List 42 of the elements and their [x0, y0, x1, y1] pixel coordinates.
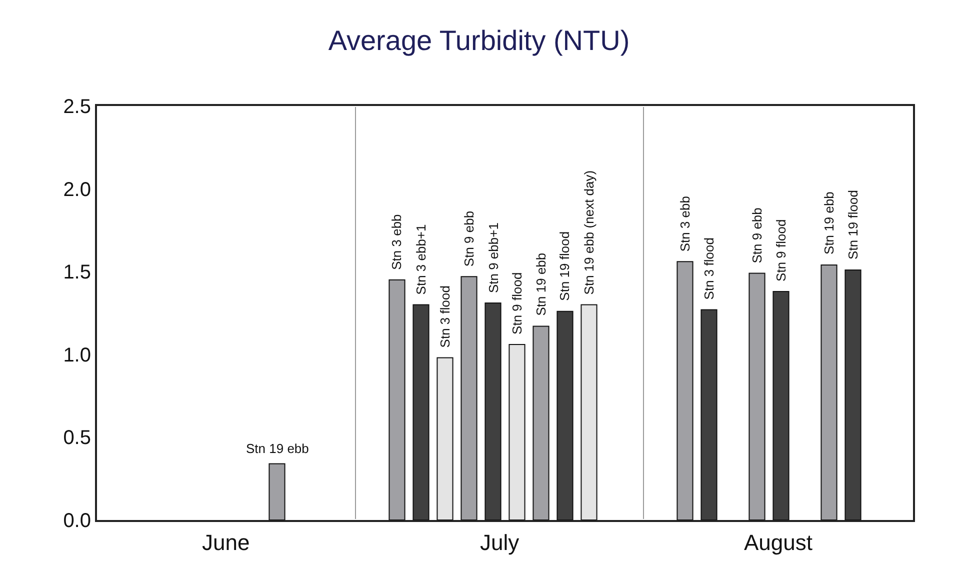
x-tick-label: Stn 9 ebb+1	[486, 222, 501, 294]
text: August	[744, 530, 812, 555]
bar	[844, 269, 862, 520]
x-tick-label: Stn 3 ebb	[677, 196, 692, 252]
x-tick-label: Stn 19 ebb	[822, 192, 837, 254]
x-tick-label: Stn 3 flood	[437, 286, 452, 348]
y-tick-label: 1.0	[63, 344, 91, 366]
x-tick-label: Stn 19 ebb	[246, 441, 309, 456]
x-tick-label: Stn 3 ebb	[389, 214, 404, 270]
bar	[772, 290, 790, 520]
bar	[388, 279, 406, 520]
y-tick-label: 2.0	[63, 178, 91, 201]
text: July	[480, 530, 520, 555]
bar	[268, 463, 286, 520]
y-tick-label: 2.5	[63, 96, 91, 118]
x-tick-label: Stn 3 ebb+1	[413, 224, 428, 295]
bar	[820, 264, 838, 520]
y-tick-label: 0.0	[63, 510, 91, 532]
bar	[556, 310, 574, 520]
chart-title: Average Turbidity (NTU)	[328, 24, 630, 56]
bar	[580, 304, 598, 520]
x-tick-label: Stn 19 ebb (next day)	[581, 170, 596, 295]
bar	[508, 344, 526, 520]
x-tick-label: Stn 9 flood	[510, 272, 525, 334]
y-tick-label: 1.5	[63, 262, 91, 284]
bar	[700, 309, 718, 520]
y-tick-label: 0.5	[63, 427, 91, 450]
x-tick-label: Stn 19 ebb	[533, 252, 548, 316]
bar	[532, 326, 550, 520]
bar	[676, 261, 694, 520]
x-tick-label: Stn 3 flood	[701, 238, 716, 300]
x-tick-label: Stn 9 ebb	[461, 210, 476, 267]
x-tick-label: Stn 19 flood	[557, 231, 572, 301]
x-tick-label: Stn 9 flood	[774, 219, 789, 282]
bar	[436, 357, 454, 520]
bar	[748, 272, 766, 520]
bar	[484, 302, 502, 520]
bar	[460, 276, 478, 520]
x-tick-label: Stn 19 flood	[846, 190, 861, 260]
bar	[412, 304, 430, 520]
x-tick-label: Stn 9 ebb	[750, 208, 765, 264]
text: June	[202, 530, 250, 555]
